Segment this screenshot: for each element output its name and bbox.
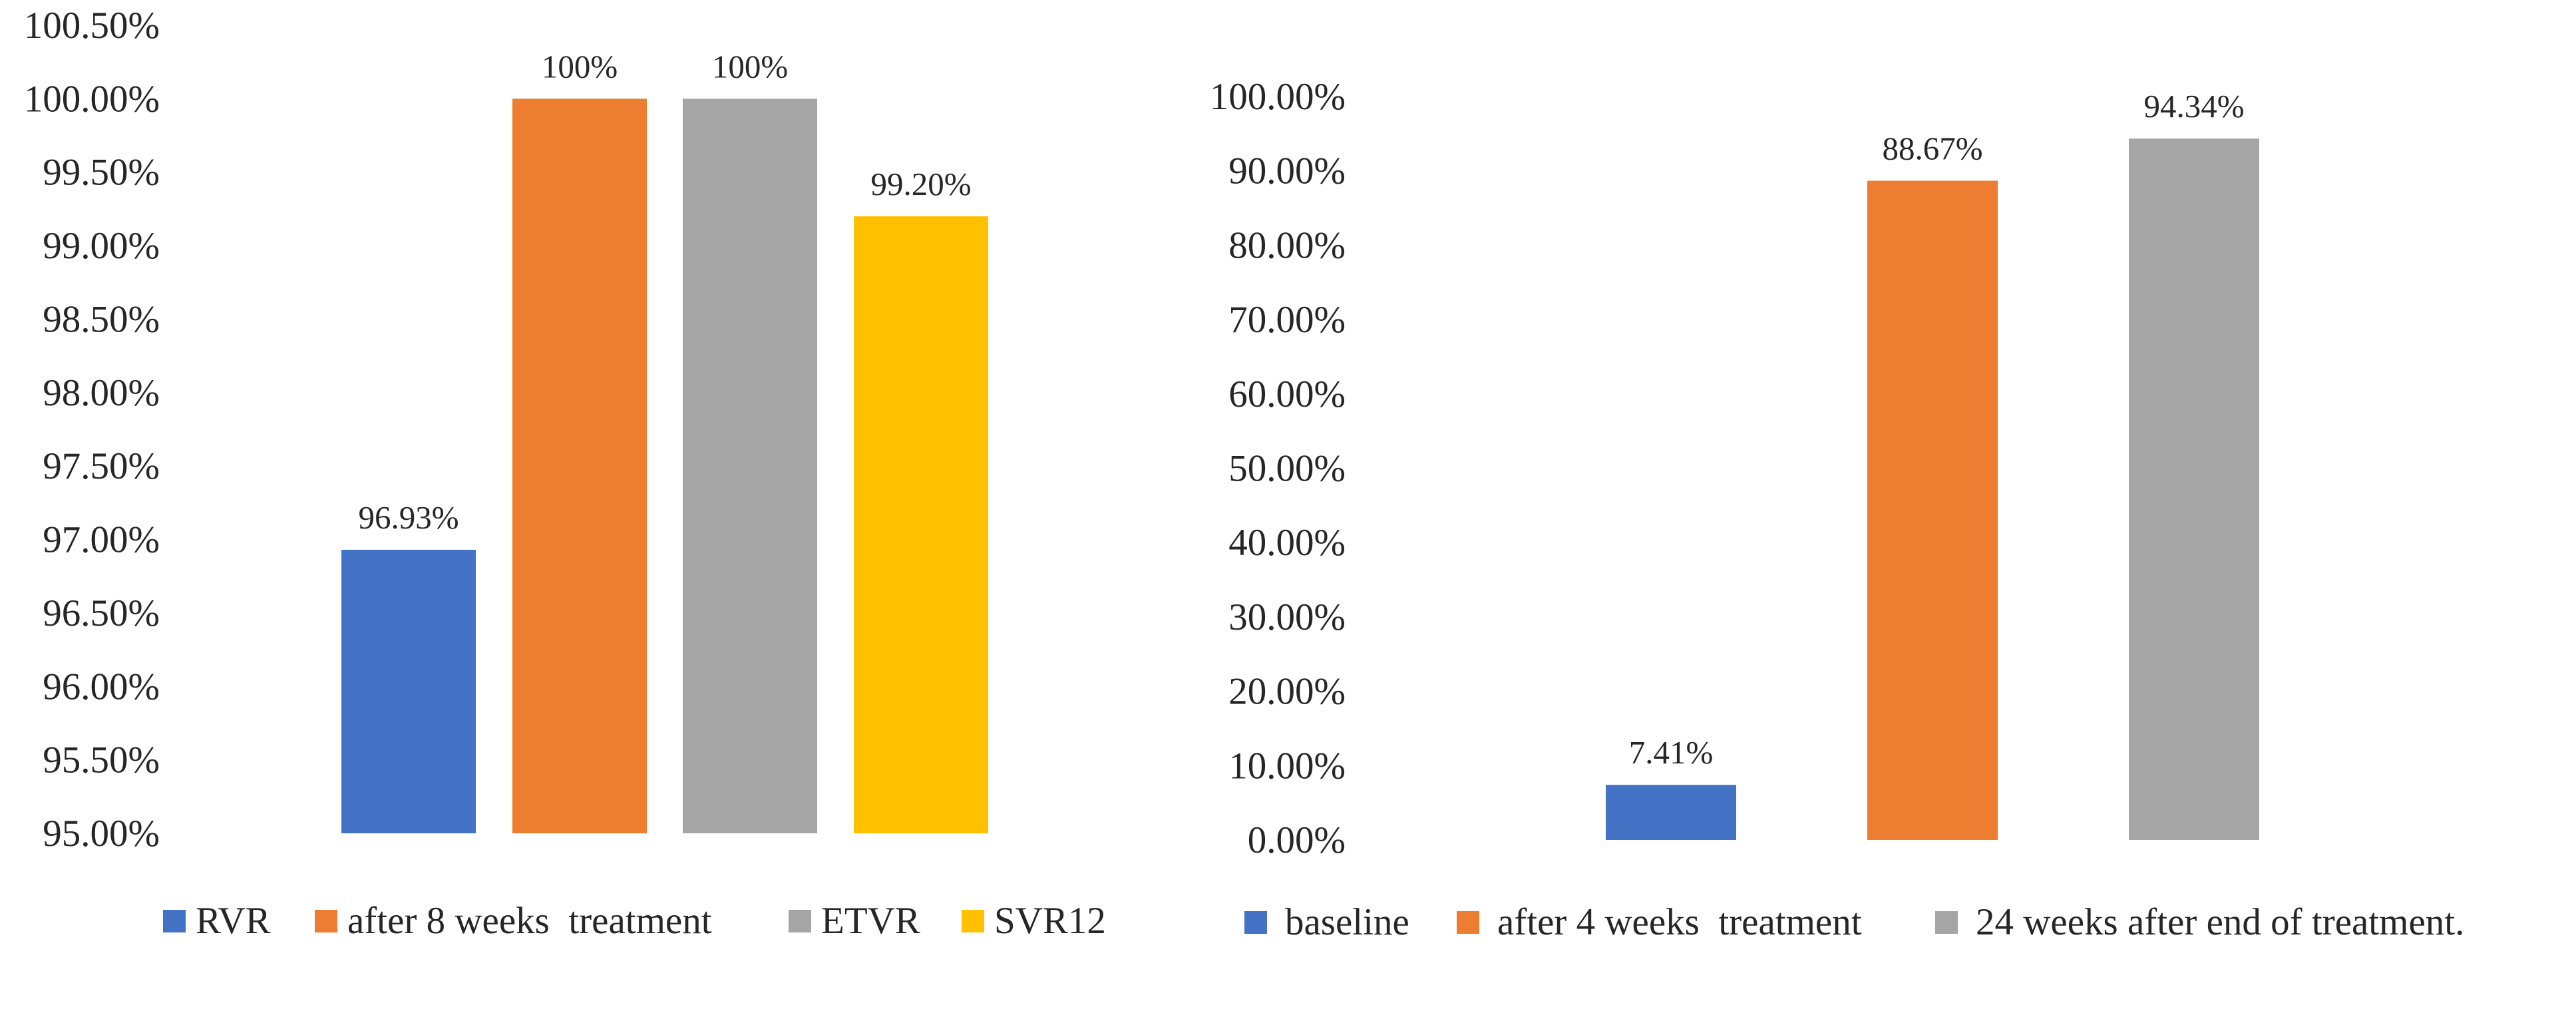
legend-label: after 8 weeks treatment (347, 900, 712, 942)
data-label: 88.67% (1882, 130, 1982, 167)
y-tick-label: 30.00% (1228, 596, 1346, 638)
legend-swatch (1244, 911, 1267, 934)
legend-swatch (1457, 911, 1479, 934)
y-tick-label: 97.00% (43, 519, 160, 561)
legend-label: baseline (1285, 901, 1409, 943)
legend-swatch (315, 910, 337, 932)
data-label: 100% (542, 48, 618, 85)
y-tick-label: 80.00% (1228, 224, 1346, 266)
y-tick-label: 60.00% (1228, 373, 1346, 415)
y-tick-label: 99.50% (43, 152, 160, 194)
y-tick-label: 50.00% (1228, 448, 1346, 490)
legend-label: ETVR (821, 900, 920, 942)
bar (1606, 785, 1736, 840)
data-label: 99.20% (870, 166, 971, 202)
bar (1867, 180, 1998, 840)
left-chart: 95.00% 95.50% 96.00% 96.50% 97.00% 97.50% 98.0… (24, 5, 1106, 942)
legend-label: RVR (196, 900, 271, 942)
y-tick-label: 96.50% (43, 592, 160, 634)
y-tick-label: 96.00% (43, 666, 160, 708)
y-tick-label: 95.00% (43, 813, 160, 855)
y-tick-label: 10.00% (1228, 745, 1346, 787)
legend-label: SVR12 (994, 900, 1106, 942)
y-tick-label: 99.00% (43, 225, 160, 267)
y-tick-label: 100.50% (24, 5, 160, 47)
bar (341, 549, 476, 833)
y-tick-label: 90.00% (1228, 150, 1346, 192)
y-tick-label: 97.50% (43, 445, 160, 487)
bar (512, 99, 647, 833)
legend-swatch (1935, 911, 1958, 934)
legend-swatch (163, 910, 186, 932)
data-label: 7.41% (1629, 734, 1714, 771)
legend-label: after 4 weeks treatment (1497, 901, 1862, 943)
y-tick-label: 95.50% (43, 739, 160, 781)
y-tick-label: 0.00% (1248, 819, 1346, 861)
bar (683, 99, 817, 833)
y-tick-label: 100.00% (1210, 76, 1346, 118)
right-chart: 0.00% 10.00% 20.00% 30.00% 40.00% 50.00% 60.00… (1210, 76, 2465, 943)
y-tick-label: 100.00% (24, 78, 160, 120)
y-tick-label: 40.00% (1228, 522, 1346, 564)
data-label: 94.34% (2143, 88, 2244, 124)
y-tick-label: 20.00% (1228, 671, 1346, 713)
legend-label: 24 weeks after end of treatment. (1976, 901, 2464, 943)
bar (2129, 138, 2259, 841)
data-label: 100% (712, 48, 788, 85)
bar (854, 216, 988, 834)
y-tick-label: 98.00% (43, 372, 160, 414)
legend-swatch (962, 910, 984, 932)
data-label: 96.93% (358, 499, 459, 536)
y-tick-label: 98.50% (43, 298, 160, 340)
y-tick-label: 70.00% (1228, 299, 1346, 341)
legend-swatch (789, 910, 811, 932)
